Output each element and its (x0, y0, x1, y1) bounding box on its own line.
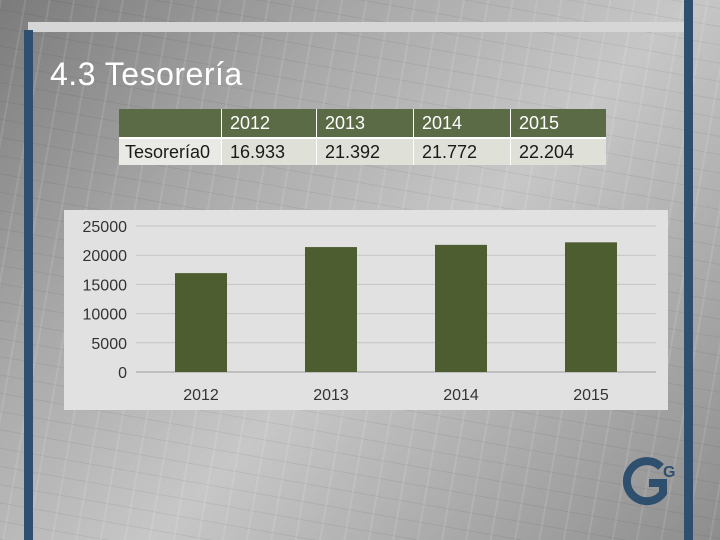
table-cell: 21.772 (414, 137, 511, 165)
logo-letter: G (663, 464, 675, 481)
y-tick-label: 5000 (91, 336, 127, 353)
table-header-cell: 2015 (511, 109, 606, 137)
table-cell: 22.204 (511, 137, 606, 165)
bar (305, 247, 357, 372)
table-row-label: Tesorería0 (119, 137, 222, 165)
table-cell: 21.392 (317, 137, 414, 165)
data-table: 2012 2013 2014 2015 Tesorería0 16.933 21… (119, 109, 606, 165)
bar (175, 273, 227, 372)
bar (435, 244, 487, 372)
bar-chart-panel: 0 5000 10000 15000 20000 25000 2012 2013 2014 201… (64, 210, 668, 410)
y-tick-label: 20000 (83, 248, 128, 265)
table-header-row: 2012 2013 2014 2015 (119, 109, 606, 137)
left-accent-bar (24, 30, 33, 540)
table-header-cell: 2013 (317, 109, 414, 137)
table-row: Tesorería0 16.933 21.392 21.772 22.204 (119, 137, 606, 165)
bar-chart: 0 5000 10000 15000 20000 25000 2012 2013 2014 201… (83, 219, 656, 404)
table-cell: 16.933 (222, 137, 317, 165)
bar (565, 242, 617, 372)
slide-title: 4.3 Tesorería (50, 56, 243, 92)
right-accent-bar (684, 0, 693, 540)
y-tick-label: 15000 (83, 277, 128, 294)
table-header-cell: 2014 (414, 109, 511, 137)
top-band (28, 22, 686, 32)
x-tick-label: 2014 (443, 387, 479, 404)
y-tick-label: 10000 (83, 307, 128, 324)
y-tick-label: 0 (118, 365, 127, 382)
x-tick-label: 2013 (313, 387, 349, 404)
x-tick-label: 2012 (183, 387, 219, 404)
g-logo-icon: G (622, 457, 675, 506)
x-tick-label: 2015 (573, 387, 609, 404)
table-header-cell (119, 109, 222, 137)
table-header-cell: 2012 (222, 109, 317, 137)
y-tick-label: 25000 (83, 219, 128, 236)
